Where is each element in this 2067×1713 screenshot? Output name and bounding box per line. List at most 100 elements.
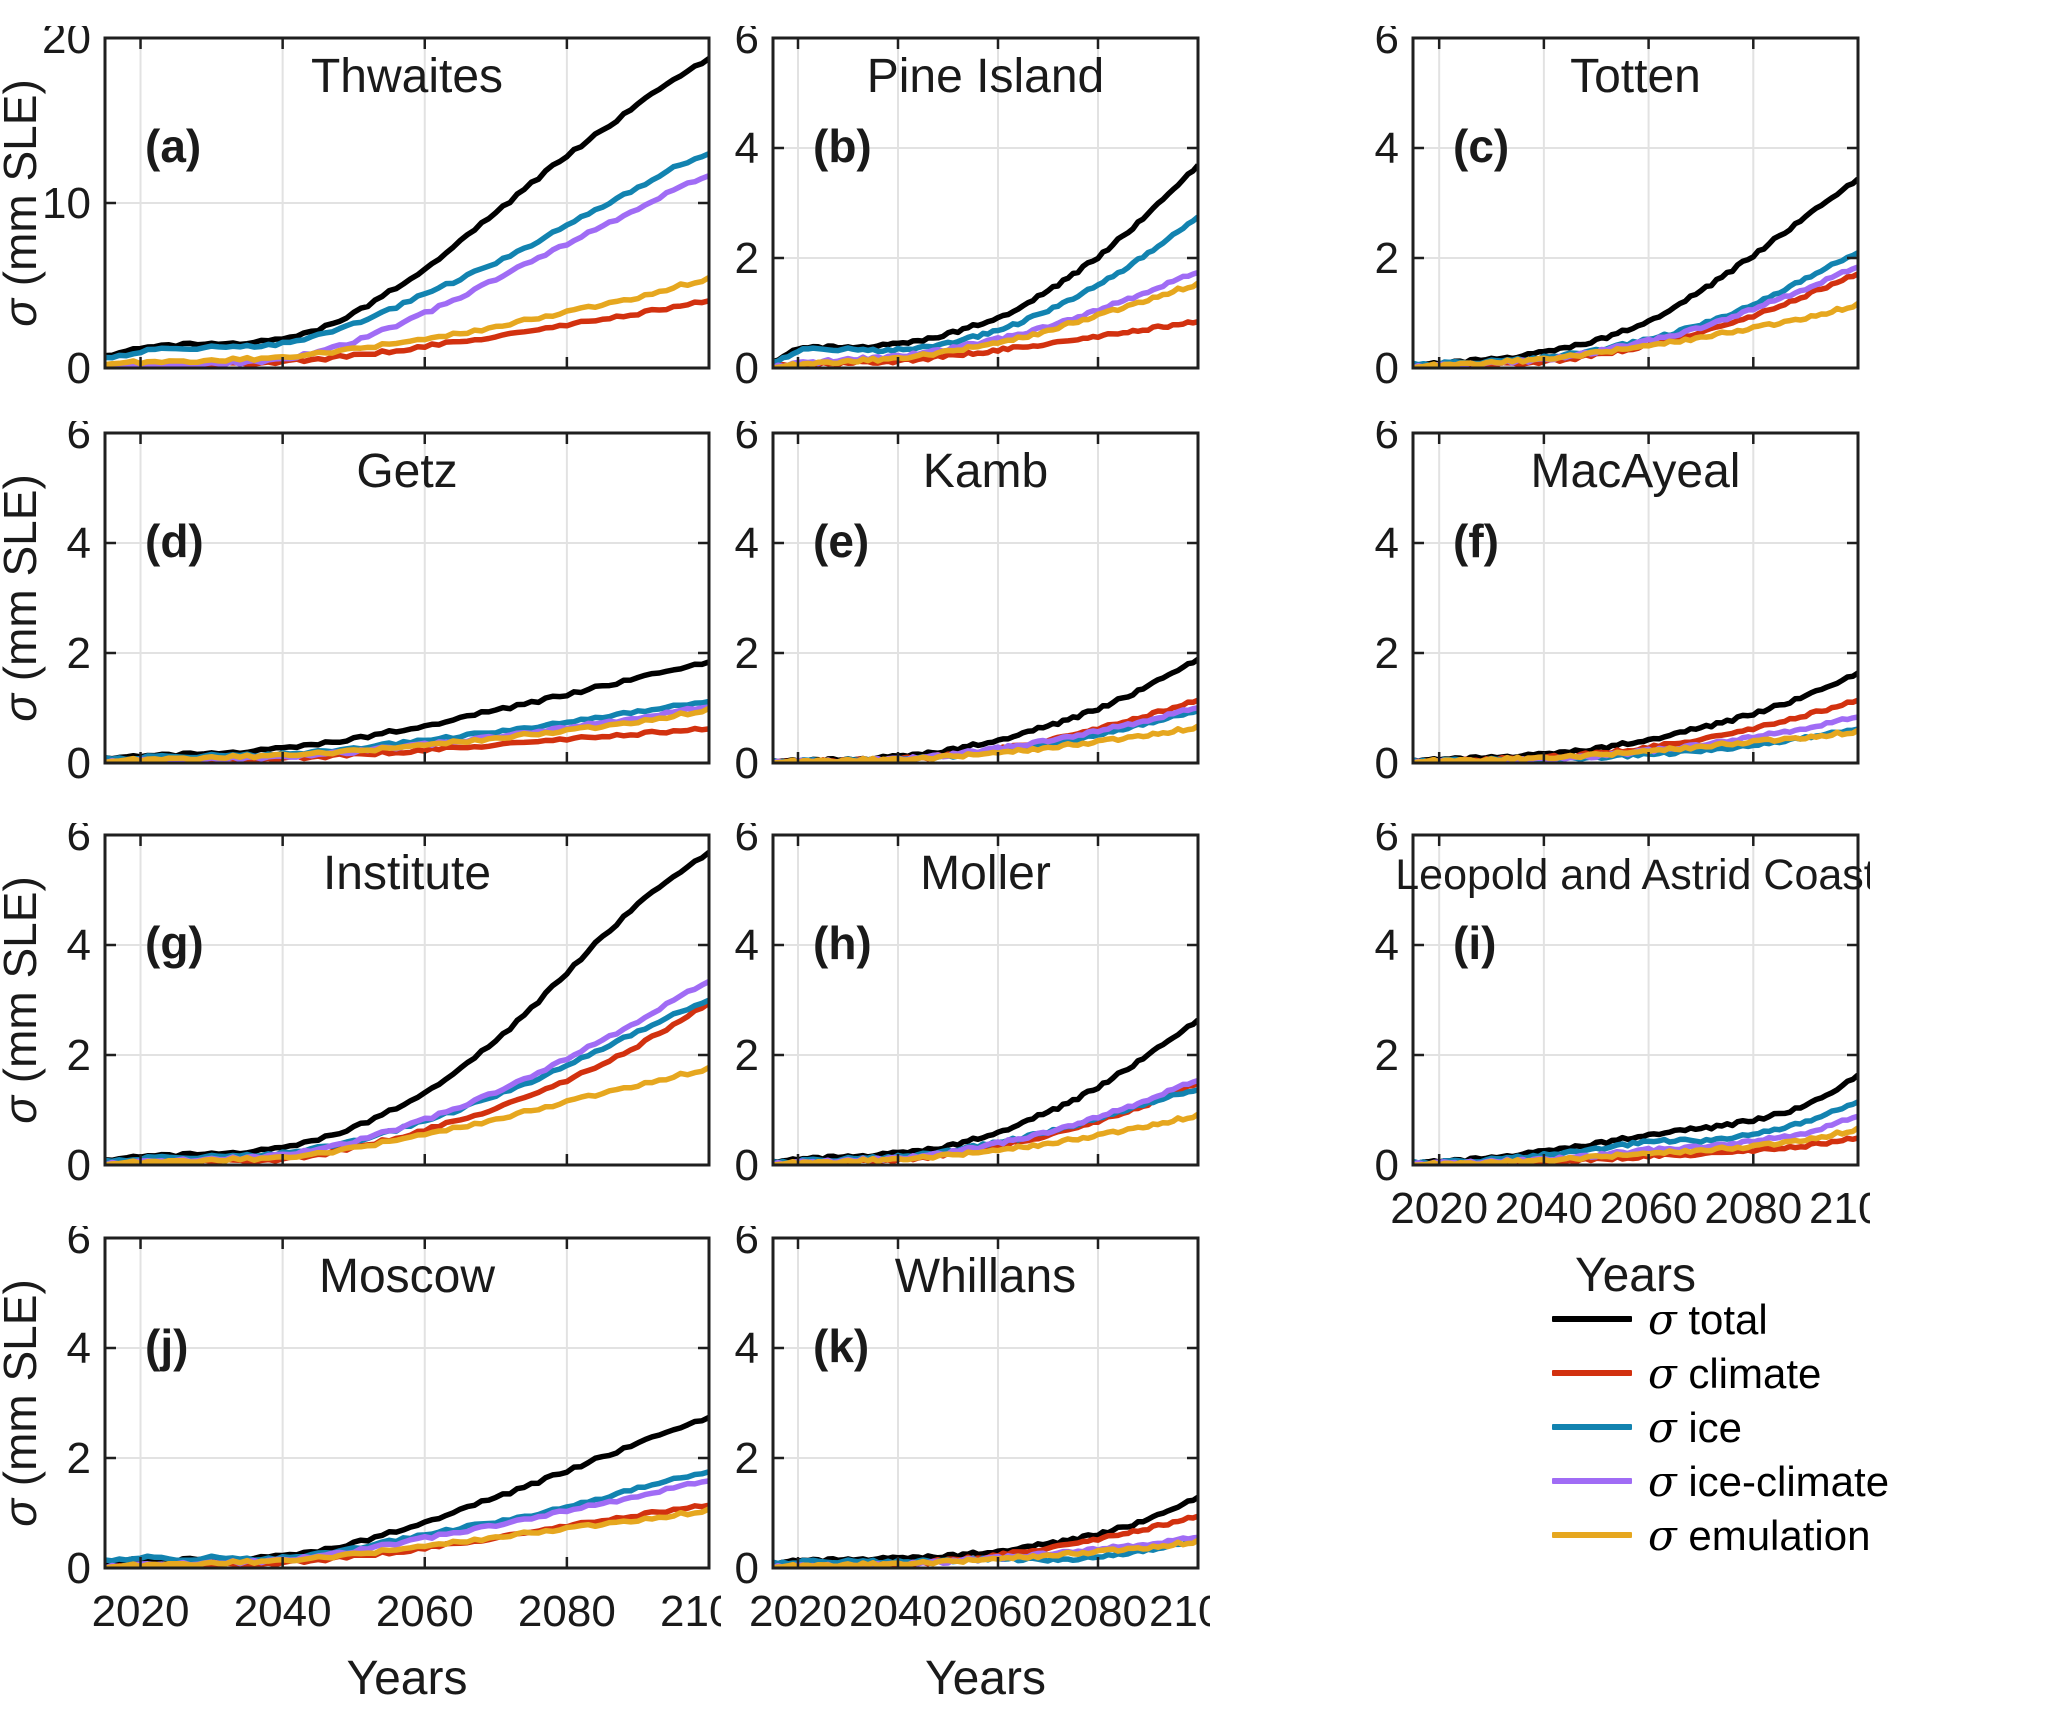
svg-text:4: 4	[735, 519, 759, 568]
panel-pine-island: 0 2 4 6 Pine Island (b)	[713, 14, 1210, 399]
svg-text:Totten: Totten	[1570, 50, 1701, 103]
svg-text:4: 4	[67, 519, 91, 568]
svg-text:4: 4	[67, 1324, 91, 1373]
svg-text:0: 0	[735, 739, 759, 788]
svg-text:Institute: Institute	[323, 847, 491, 900]
pine-island-chart: 0 2 4 6 Pine Island (b)	[735, 14, 1200, 393]
svg-text:2020: 2020	[92, 1587, 190, 1636]
svg-text:2060: 2060	[1600, 1184, 1698, 1233]
svg-text:2: 2	[735, 234, 759, 283]
panel-macayeal: 0 2 4 6 MacAyeal (f)	[1353, 409, 1870, 794]
panel-thwaites: 0 10 20 σ (mm SLE) Thwaites (a)	[0, 14, 721, 399]
svg-text:(a): (a)	[145, 120, 201, 172]
sigma-symbol: σ	[1648, 1294, 1677, 1344]
svg-text:2: 2	[1375, 234, 1399, 283]
svg-text:Moller: Moller	[920, 847, 1051, 900]
svg-text:(f): (f)	[1453, 515, 1499, 567]
leopold-astrid-coast-chart: 024620202040206020802100YearsLeopold and…	[1375, 811, 1907, 1302]
svg-text:Years: Years	[347, 1652, 468, 1705]
svg-text:MacAyeal: MacAyeal	[1531, 445, 1741, 498]
panel-leopold-astrid-coast: 024620202040206020802100YearsLeopold and…	[1353, 811, 1907, 1310]
institute-chart: 0 2 4 6 σ (mm SLE) Institute (g)	[0, 811, 711, 1190]
svg-text:0: 0	[67, 1141, 91, 1190]
svg-text:0: 0	[735, 1141, 759, 1190]
legend-label-emulation: σ emulation	[1648, 1510, 1871, 1560]
svg-text:(j): (j)	[145, 1320, 188, 1372]
svg-text:2060: 2060	[949, 1587, 1047, 1636]
svg-text:10: 10	[42, 179, 91, 228]
svg-text:2: 2	[1375, 629, 1399, 678]
svg-text:(g): (g)	[145, 917, 204, 969]
svg-text:6: 6	[735, 421, 759, 458]
svg-text:2100: 2100	[1809, 1184, 1870, 1233]
legend-item-ice-climate: σ ice-climate	[1552, 1454, 1889, 1508]
panel-getz: 0 2 4 6 σ (mm SLE) Getz (d)	[0, 409, 721, 794]
svg-text:6: 6	[1375, 421, 1399, 458]
svg-text:4: 4	[1375, 124, 1399, 173]
legend-label-climate: σ climate	[1648, 1348, 1822, 1398]
svg-text:2: 2	[67, 629, 91, 678]
svg-text:2100: 2100	[1149, 1587, 1210, 1636]
svg-text:σ (mm SLE): σ (mm SLE)	[0, 1279, 46, 1527]
svg-text:Leopold and Astrid Coast: Leopold and Astrid Coast	[1395, 851, 1870, 899]
svg-text:2040: 2040	[849, 1587, 947, 1636]
moller-chart: 0 2 4 6 Moller (h)	[735, 811, 1200, 1190]
svg-text:6: 6	[735, 26, 759, 63]
svg-text:0: 0	[735, 1544, 759, 1593]
svg-text:σ (mm SLE): σ (mm SLE)	[0, 474, 46, 722]
svg-text:20: 20	[42, 26, 91, 63]
svg-text:6: 6	[735, 1226, 759, 1263]
panel-kamb: 0 2 4 6 Kamb (e)	[713, 409, 1210, 794]
legend-swatch-climate	[1552, 1370, 1632, 1376]
svg-text:2: 2	[735, 1031, 759, 1080]
svg-text:σ (mm SLE): σ (mm SLE)	[0, 876, 46, 1124]
whillans-chart: 0 2 4 6 20202040206020802100 Years Whillans (k)	[735, 1214, 1247, 1705]
getz-chart: 0 2 4 6 σ (mm SLE) Getz (d)	[0, 409, 711, 788]
svg-text:0: 0	[1375, 344, 1399, 393]
svg-text:6: 6	[67, 823, 91, 860]
svg-text:2: 2	[735, 1434, 759, 1483]
svg-text:(c): (c)	[1453, 120, 1509, 172]
svg-text:6: 6	[735, 823, 759, 860]
legend-swatch-ice	[1552, 1424, 1632, 1430]
svg-text:(h): (h)	[813, 917, 872, 969]
sigma-symbol: σ	[1648, 1348, 1677, 1398]
svg-text:4: 4	[735, 1324, 759, 1373]
legend-item-emulation: σ emulation	[1552, 1508, 1889, 1562]
svg-text:2020: 2020	[1390, 1184, 1488, 1233]
svg-text:4: 4	[1375, 921, 1399, 970]
legend-label-ice: σ ice	[1648, 1402, 1743, 1452]
panel-institute: 0 2 4 6 σ (mm SLE) Institute (g)	[0, 811, 721, 1196]
svg-text:6: 6	[67, 1226, 91, 1263]
svg-text:2080: 2080	[518, 1587, 616, 1636]
svg-text:Whillans: Whillans	[895, 1250, 1076, 1303]
svg-text:0: 0	[1375, 739, 1399, 788]
totten-chart: 0 2 4 6 Totten (c)	[1375, 14, 1860, 393]
thwaites-chart: 0 10 20 σ (mm SLE) Thwaites (a)	[0, 14, 711, 393]
svg-text:4: 4	[67, 921, 91, 970]
svg-text:4: 4	[735, 124, 759, 173]
legend-item-total: σ total	[1552, 1292, 1889, 1346]
legend: σ total σ climate σ ice σ ice-climate σ …	[1552, 1292, 1889, 1562]
svg-text:2: 2	[1375, 1031, 1399, 1080]
svg-text:Years: Years	[1575, 1249, 1696, 1302]
sigma-symbol: σ	[1648, 1456, 1677, 1506]
svg-text:0: 0	[735, 344, 759, 393]
svg-text:6: 6	[67, 421, 91, 458]
svg-text:2040: 2040	[1495, 1184, 1593, 1233]
svg-text:2: 2	[67, 1434, 91, 1483]
svg-text:(e): (e)	[813, 515, 869, 567]
sigma-symbol: σ	[1648, 1402, 1677, 1452]
moscow-chart: 0 2 4 6 2020 2040 2060 2080 2100 Years σ (mm SLE) M…	[0, 1214, 758, 1705]
svg-text:Years: Years	[925, 1652, 1046, 1705]
svg-text:0: 0	[67, 1544, 91, 1593]
svg-text:0: 0	[1375, 1141, 1399, 1190]
svg-text:(i): (i)	[1453, 917, 1496, 969]
svg-text:4: 4	[1375, 519, 1399, 568]
legend-swatch-emulation	[1552, 1532, 1632, 1538]
panel-moscow: 0 2 4 6 2020 2040 2060 2080 2100 Years σ (mm SLE) M…	[0, 1214, 758, 1713]
svg-text:2040: 2040	[234, 1587, 332, 1636]
svg-text:2: 2	[67, 1031, 91, 1080]
legend-swatch-total	[1552, 1316, 1632, 1322]
panel-whillans: 0 2 4 6 20202040206020802100 Years Whillans (k)	[713, 1214, 1247, 1713]
